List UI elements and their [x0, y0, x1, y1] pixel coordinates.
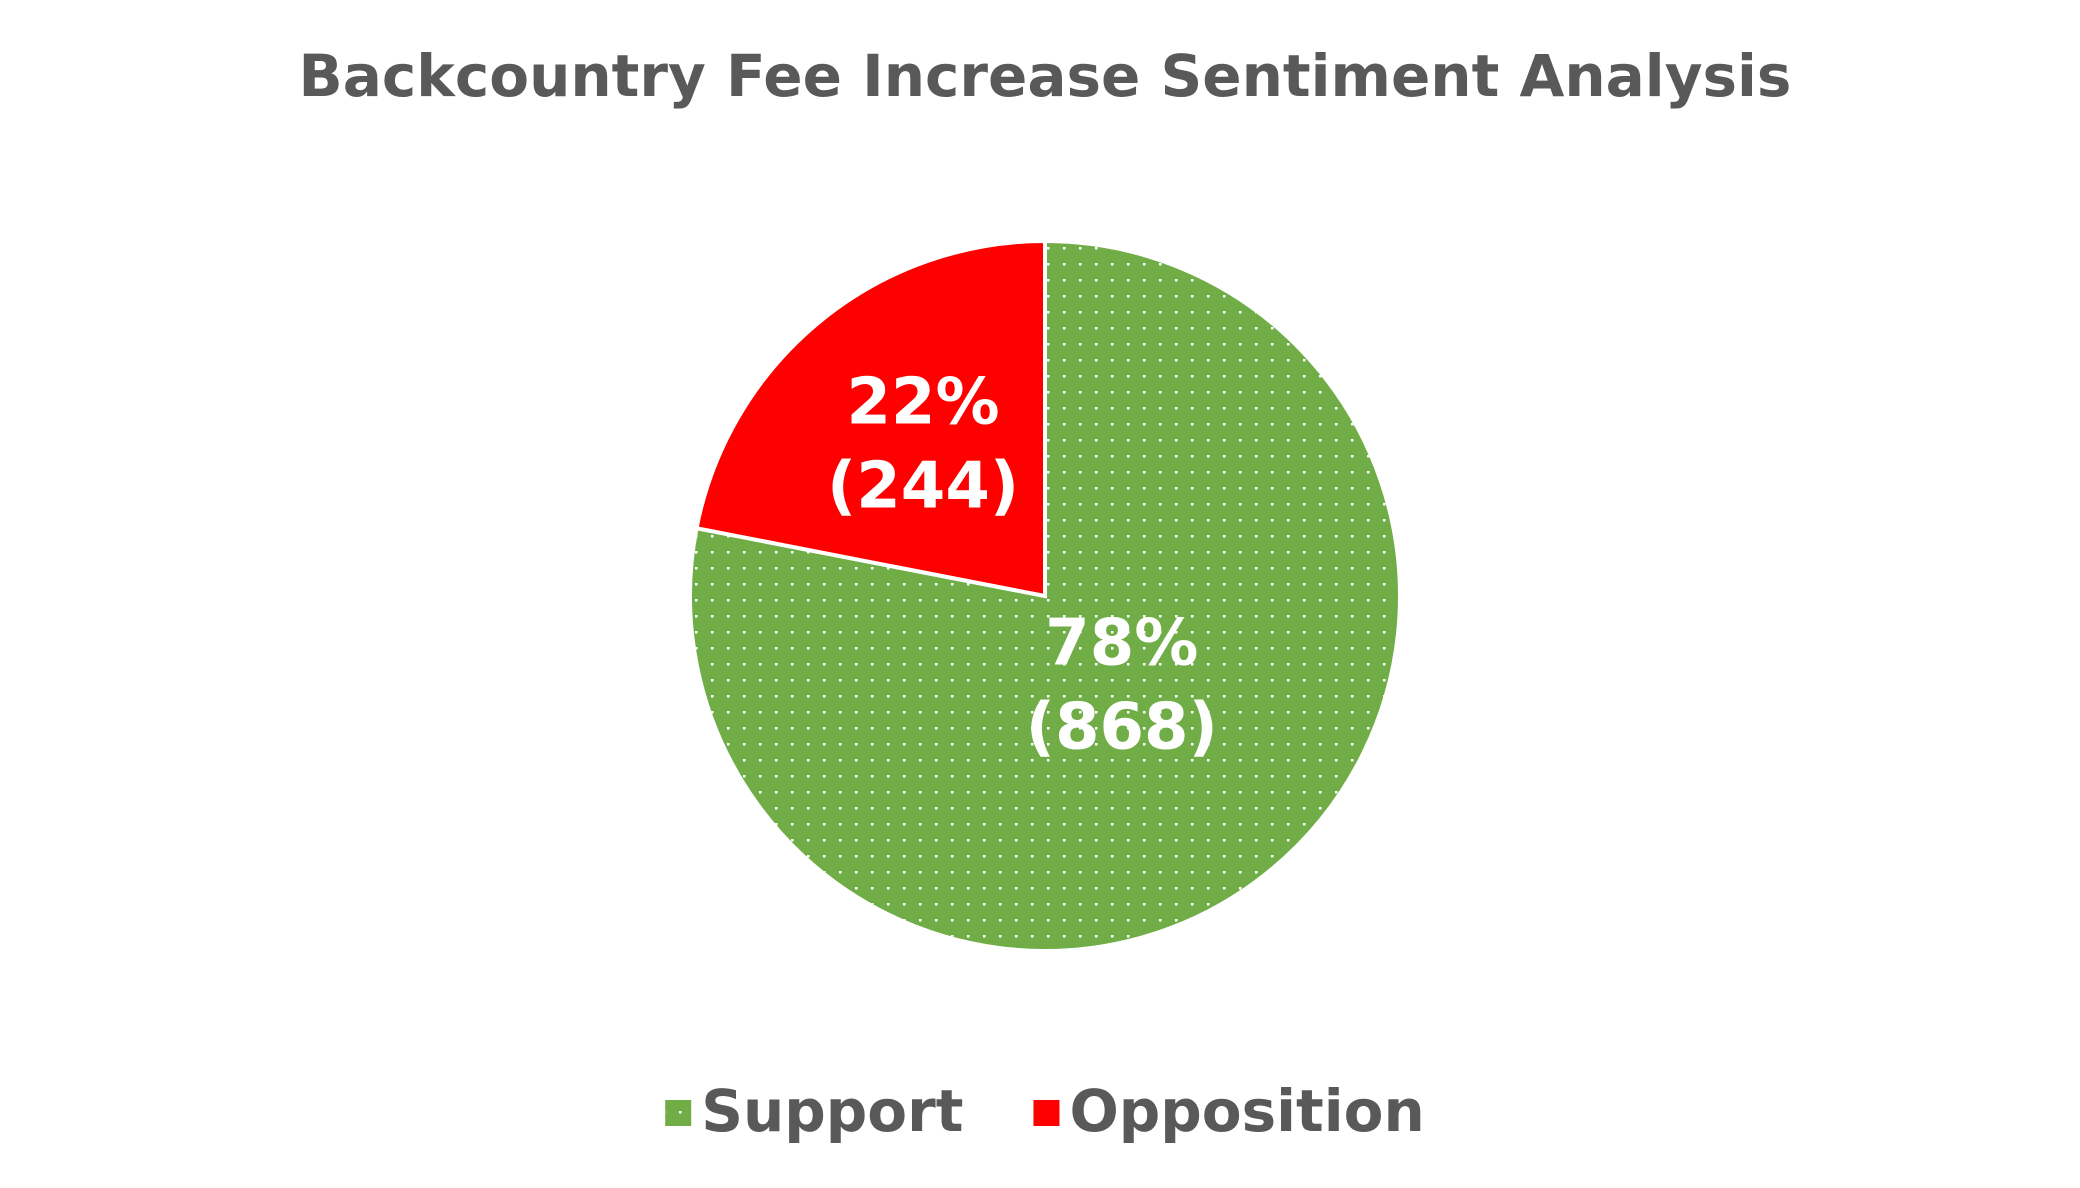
legend-marker: [665, 1100, 692, 1126]
data-label-percent: 78%: [1045, 607, 1198, 681]
data-label-value: (244): [827, 450, 1019, 524]
data-label-percent: 22%: [846, 366, 999, 440]
legend-label: Support: [701, 1077, 963, 1145]
chart-title: Backcountry Fee Increase Sentiment Analy…: [299, 42, 1792, 110]
data-label-value: (868): [1026, 691, 1218, 765]
legend-marker: [1033, 1100, 1060, 1126]
pie-slice: [694, 238, 1047, 599]
legend-label: Opposition: [1069, 1077, 1424, 1145]
